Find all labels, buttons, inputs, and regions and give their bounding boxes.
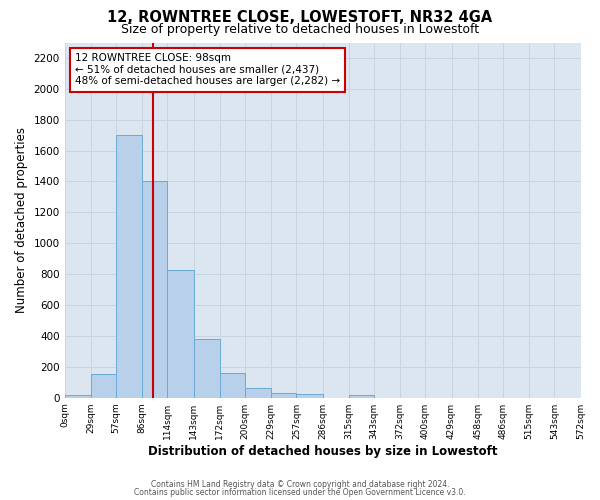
Bar <box>296 394 323 398</box>
Bar <box>220 373 245 398</box>
Y-axis label: Number of detached properties: Number of detached properties <box>15 127 28 313</box>
Bar <box>271 393 296 398</box>
Text: Size of property relative to detached houses in Lowestoft: Size of property relative to detached ho… <box>121 22 479 36</box>
Text: 12 ROWNTREE CLOSE: 98sqm
← 51% of detached houses are smaller (2,437)
48% of sem: 12 ROWNTREE CLOSE: 98sqm ← 51% of detach… <box>75 53 340 86</box>
Bar <box>245 388 271 398</box>
Bar <box>142 182 167 398</box>
X-axis label: Distribution of detached houses by size in Lowestoft: Distribution of detached houses by size … <box>148 444 497 458</box>
Text: Contains HM Land Registry data © Crown copyright and database right 2024.: Contains HM Land Registry data © Crown c… <box>151 480 449 489</box>
Text: 12, ROWNTREE CLOSE, LOWESTOFT, NR32 4GA: 12, ROWNTREE CLOSE, LOWESTOFT, NR32 4GA <box>107 10 493 25</box>
Text: Contains public sector information licensed under the Open Government Licence v3: Contains public sector information licen… <box>134 488 466 497</box>
Bar <box>116 135 142 398</box>
Bar <box>167 270 194 398</box>
Bar <box>65 396 91 398</box>
Bar <box>349 394 374 398</box>
Bar <box>194 339 220 398</box>
Bar <box>91 374 116 398</box>
